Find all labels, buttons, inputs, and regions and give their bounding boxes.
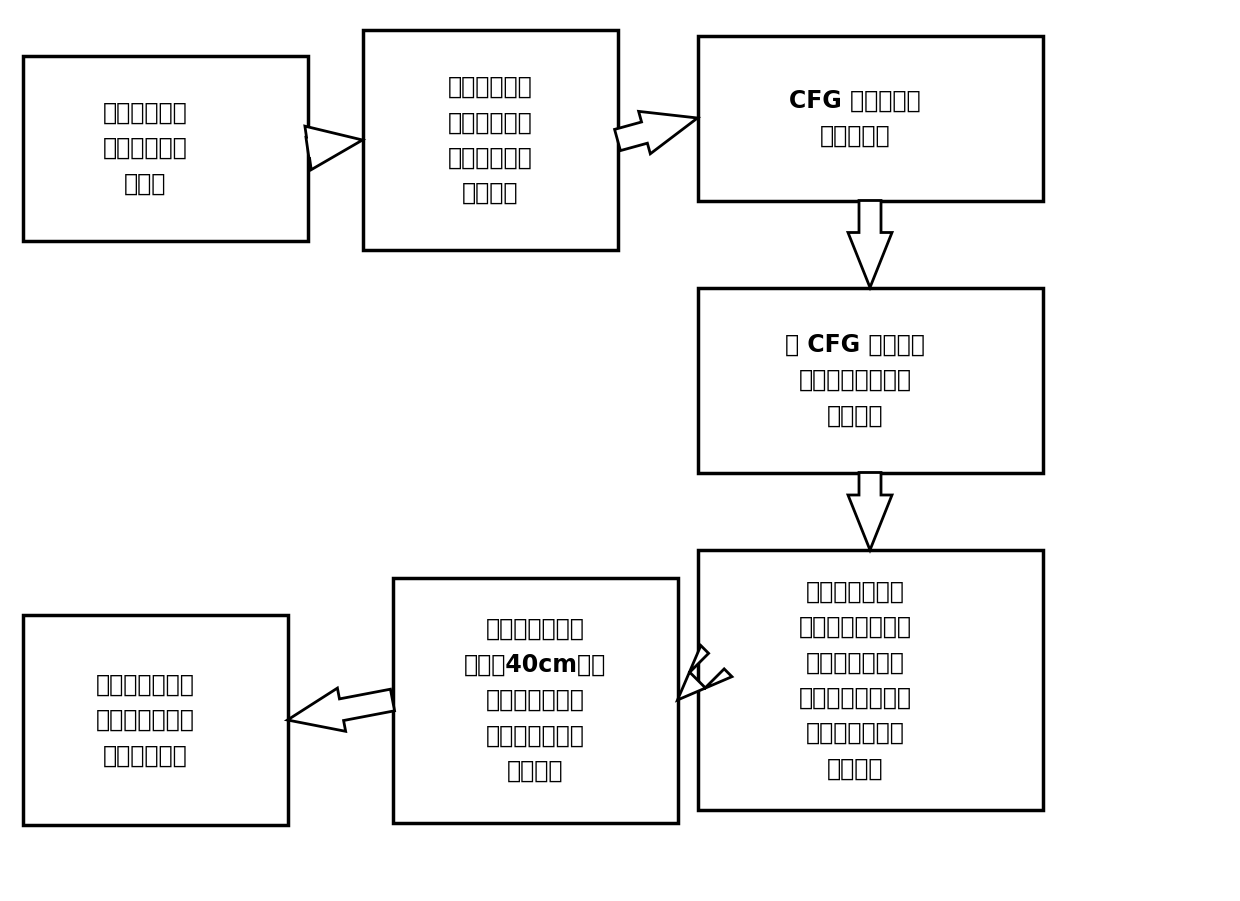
Text: 从底层开始铺设
土工网，土工网上
部填土结构一端
固定到桥涵台背，
另一端固定到原
始路基。: 从底层开始铺设 土工网，土工网上 部填土结构一端 固定到桥涵台背， 另一端固定到… [799,579,911,780]
Polygon shape [677,645,732,700]
Text: 在 CFG 桩上铺设
垫层，垫层上设置
沉降板。: 在 CFG 桩上铺设 垫层，垫层上设置 沉降板。 [785,332,925,427]
Polygon shape [848,201,892,287]
Bar [393,578,677,823]
Polygon shape [848,472,892,550]
Bar [22,56,308,241]
Bar [697,35,1043,201]
Bar [697,550,1043,810]
Text: 进行水泥土灌浆
处理化，完成连
接结构的施工: 进行水泥土灌浆 处理化，完成连 接结构的施工 [95,673,195,768]
Text: CFG 桩成桩并打
入持力层。: CFG 桩成桩并打 入持力层。 [789,88,921,148]
Bar [22,615,288,825]
Polygon shape [288,688,394,732]
Bar [697,287,1043,472]
Polygon shape [615,112,697,154]
Text: 在桥涵台背的
中部位置设置
牛腿。: 在桥涵台背的 中部位置设置 牛腿。 [103,101,187,196]
Bar [362,30,618,250]
Text: 按照每层土工网
间隔为40cm的距
离由下至上依次
铺设到水泥土灌
浆处理区: 按照每层土工网 间隔为40cm的距 离由下至上依次 铺设到水泥土灌 浆处理区 [464,617,606,783]
Polygon shape [305,126,362,169]
Text: 桥涵台背与原
始路基的过渡
区域之间进行
整平振压: 桥涵台背与原 始路基的过渡 区域之间进行 整平振压 [448,75,532,205]
